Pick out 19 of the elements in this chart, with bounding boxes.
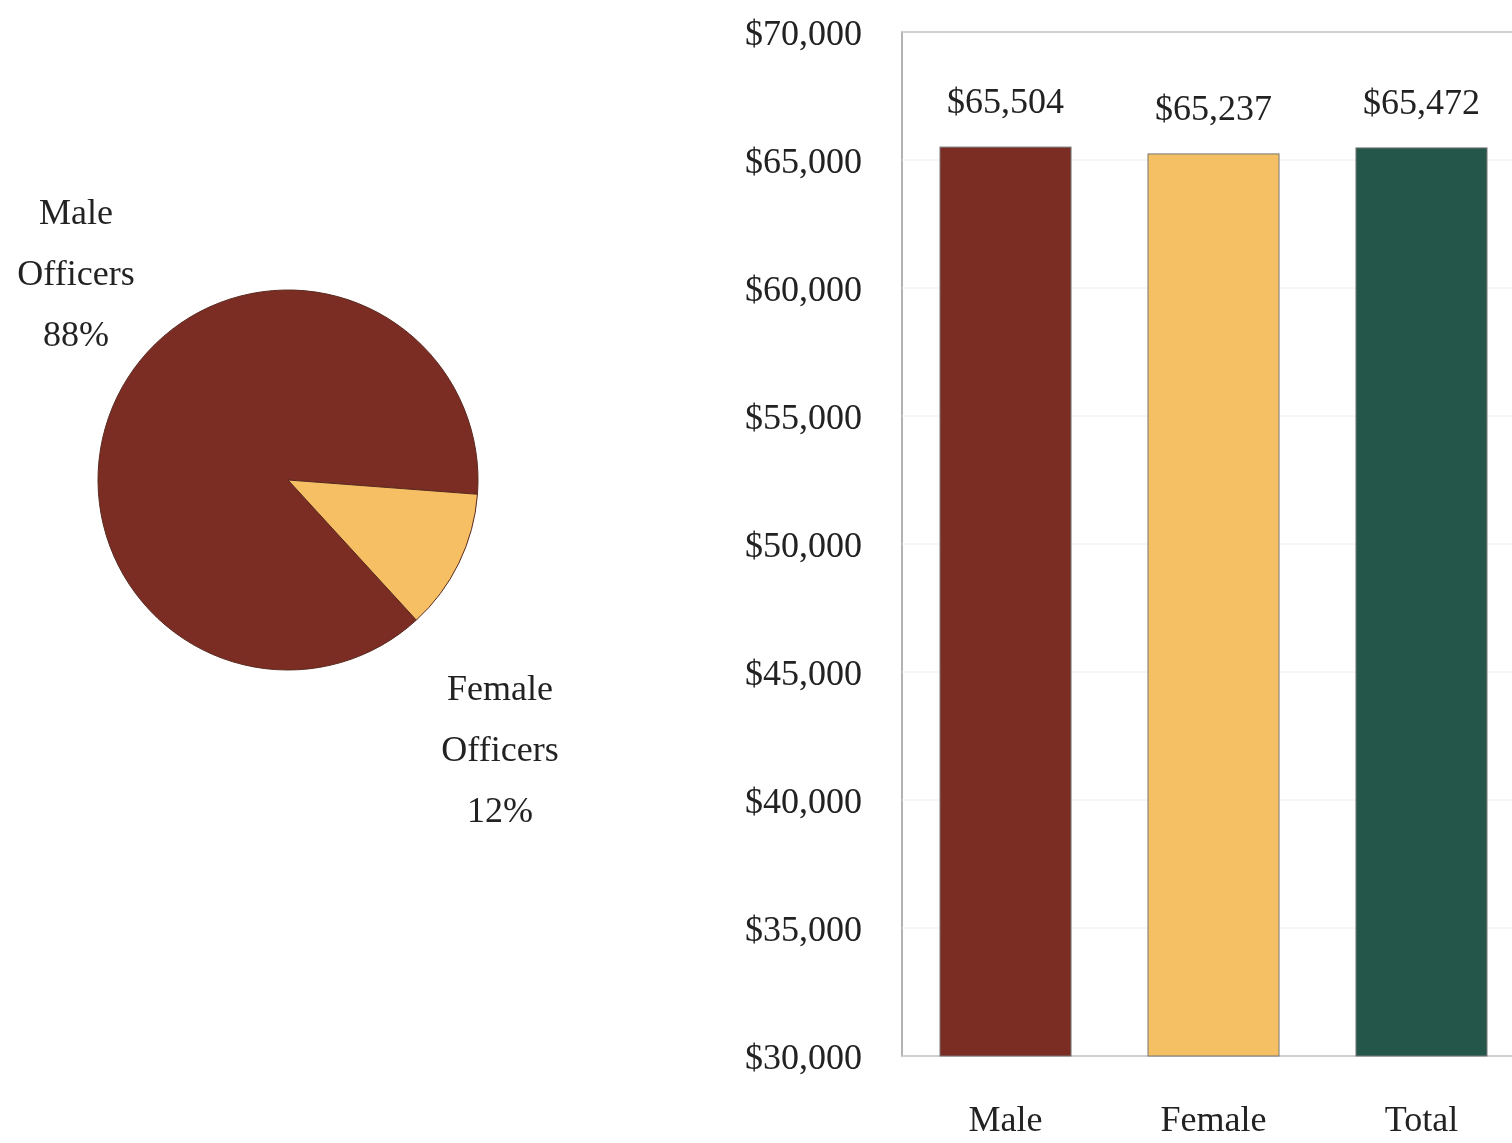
x-tick-label: Total <box>1384 1098 1459 1139</box>
y-tick-label: $60,000 <box>745 268 862 309</box>
data-label: $65,504 <box>947 81 1065 122</box>
y-tick-label: $45,000 <box>745 652 862 693</box>
y-tick-label: $65,000 <box>745 140 862 181</box>
x-tick-label: Female <box>1160 1098 1267 1139</box>
x-tick-label: Male <box>968 1098 1043 1139</box>
y-tick-label: $35,000 <box>745 908 862 949</box>
data-label: 12% <box>467 790 533 830</box>
y-tick-label: $55,000 <box>745 396 862 437</box>
slice-label: Male Officers <box>17 192 135 293</box>
y-tick-label: $50,000 <box>745 524 862 565</box>
data-label: $65,237 <box>1155 87 1272 128</box>
data-label: $65,472 <box>1362 81 1480 122</box>
slice-label: Female Officers <box>441 668 559 769</box>
data-label: 88% <box>43 314 109 354</box>
y-tick-label: $30,000 <box>745 1036 862 1077</box>
y-tick-label: $70,000 <box>745 12 862 53</box>
y-tick-label: $40,000 <box>745 780 862 821</box>
